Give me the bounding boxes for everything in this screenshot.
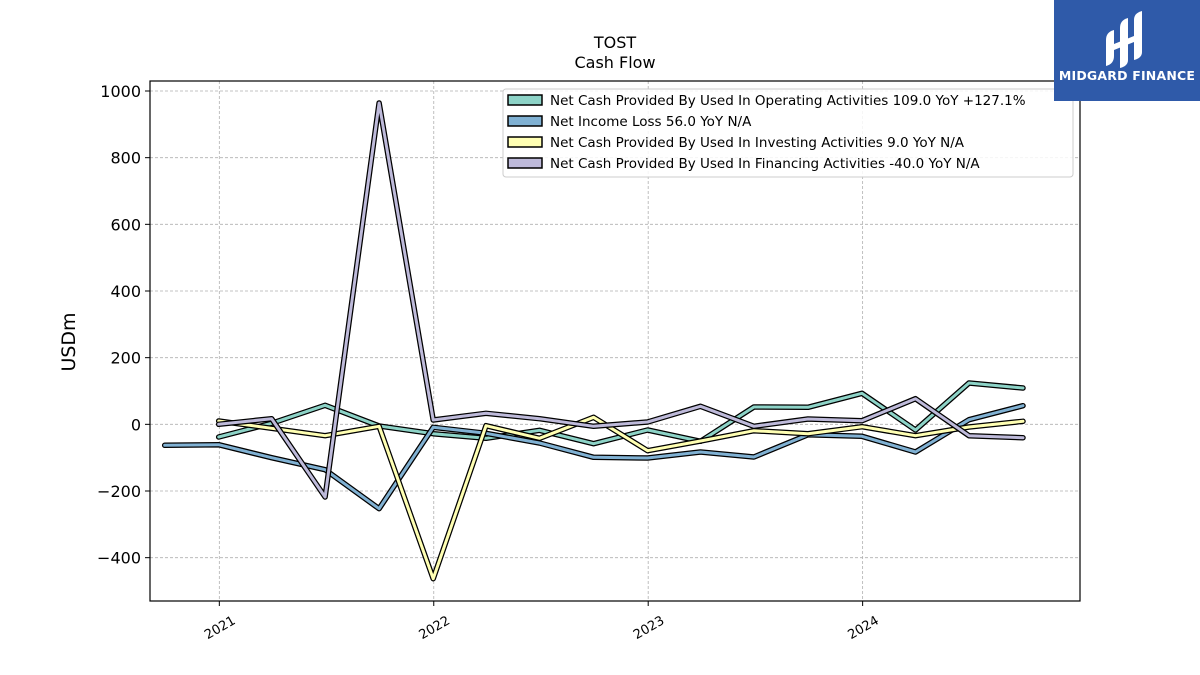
- legend-label: Net Cash Provided By Used In Financing A…: [550, 156, 980, 172]
- series-line: [217, 101, 1025, 499]
- legend-label: Net Cash Provided By Used In Investing A…: [550, 135, 965, 151]
- x-tick-label: 2023: [631, 613, 667, 643]
- legend-swatch: [507, 136, 543, 148]
- logo-mark-icon: [1106, 11, 1142, 68]
- y-tick-label: −400: [97, 549, 141, 568]
- legend-swatch: [507, 157, 543, 169]
- x-tick-label: 2021: [202, 613, 238, 643]
- plot-frame: [149, 80, 1081, 602]
- logo-text: MIDGARD FINANCE: [1058, 68, 1196, 83]
- y-tick-label: −200: [97, 482, 141, 501]
- series-line: [163, 404, 1025, 511]
- brand-logo: MIDGARD FINANCE: [1054, 0, 1200, 101]
- y-tick-label: 0: [131, 415, 141, 434]
- legend-frame: [502, 88, 1074, 178]
- series-line-outline: [215, 414, 1026, 582]
- y-tick-label: 200: [110, 349, 141, 368]
- y-axis: −400 −200 0 200 400 600 800 1000: [97, 82, 150, 568]
- legend: Net Cash Provided By Used In Operating A…: [502, 88, 1074, 178]
- series-group: [215, 414, 1026, 582]
- series-group: [215, 100, 1026, 500]
- y-tick-label: 600: [110, 215, 141, 234]
- series-lines: [161, 100, 1026, 582]
- series-line: [217, 415, 1025, 581]
- y-tick-label: 400: [110, 282, 141, 301]
- x-tick-label: 2024: [845, 613, 881, 643]
- chart-title: TOST: [593, 33, 637, 52]
- x-axis: 2021 2022 2023 2024: [202, 601, 882, 643]
- legend-label: Net Cash Provided By Used In Operating A…: [550, 93, 1026, 109]
- y-tick-label: 1000: [100, 82, 141, 101]
- legend-swatch: [507, 115, 543, 127]
- series-group: [161, 402, 1026, 512]
- legend-label: Net Income Loss 56.0 YoY N/A: [550, 114, 752, 130]
- y-tick-label: 800: [110, 149, 141, 168]
- legend-swatch: [507, 94, 543, 106]
- x-tick-label: 2022: [417, 613, 453, 643]
- y-axis-label: USDm: [58, 312, 80, 371]
- chart-subtitle: Cash Flow: [574, 53, 655, 72]
